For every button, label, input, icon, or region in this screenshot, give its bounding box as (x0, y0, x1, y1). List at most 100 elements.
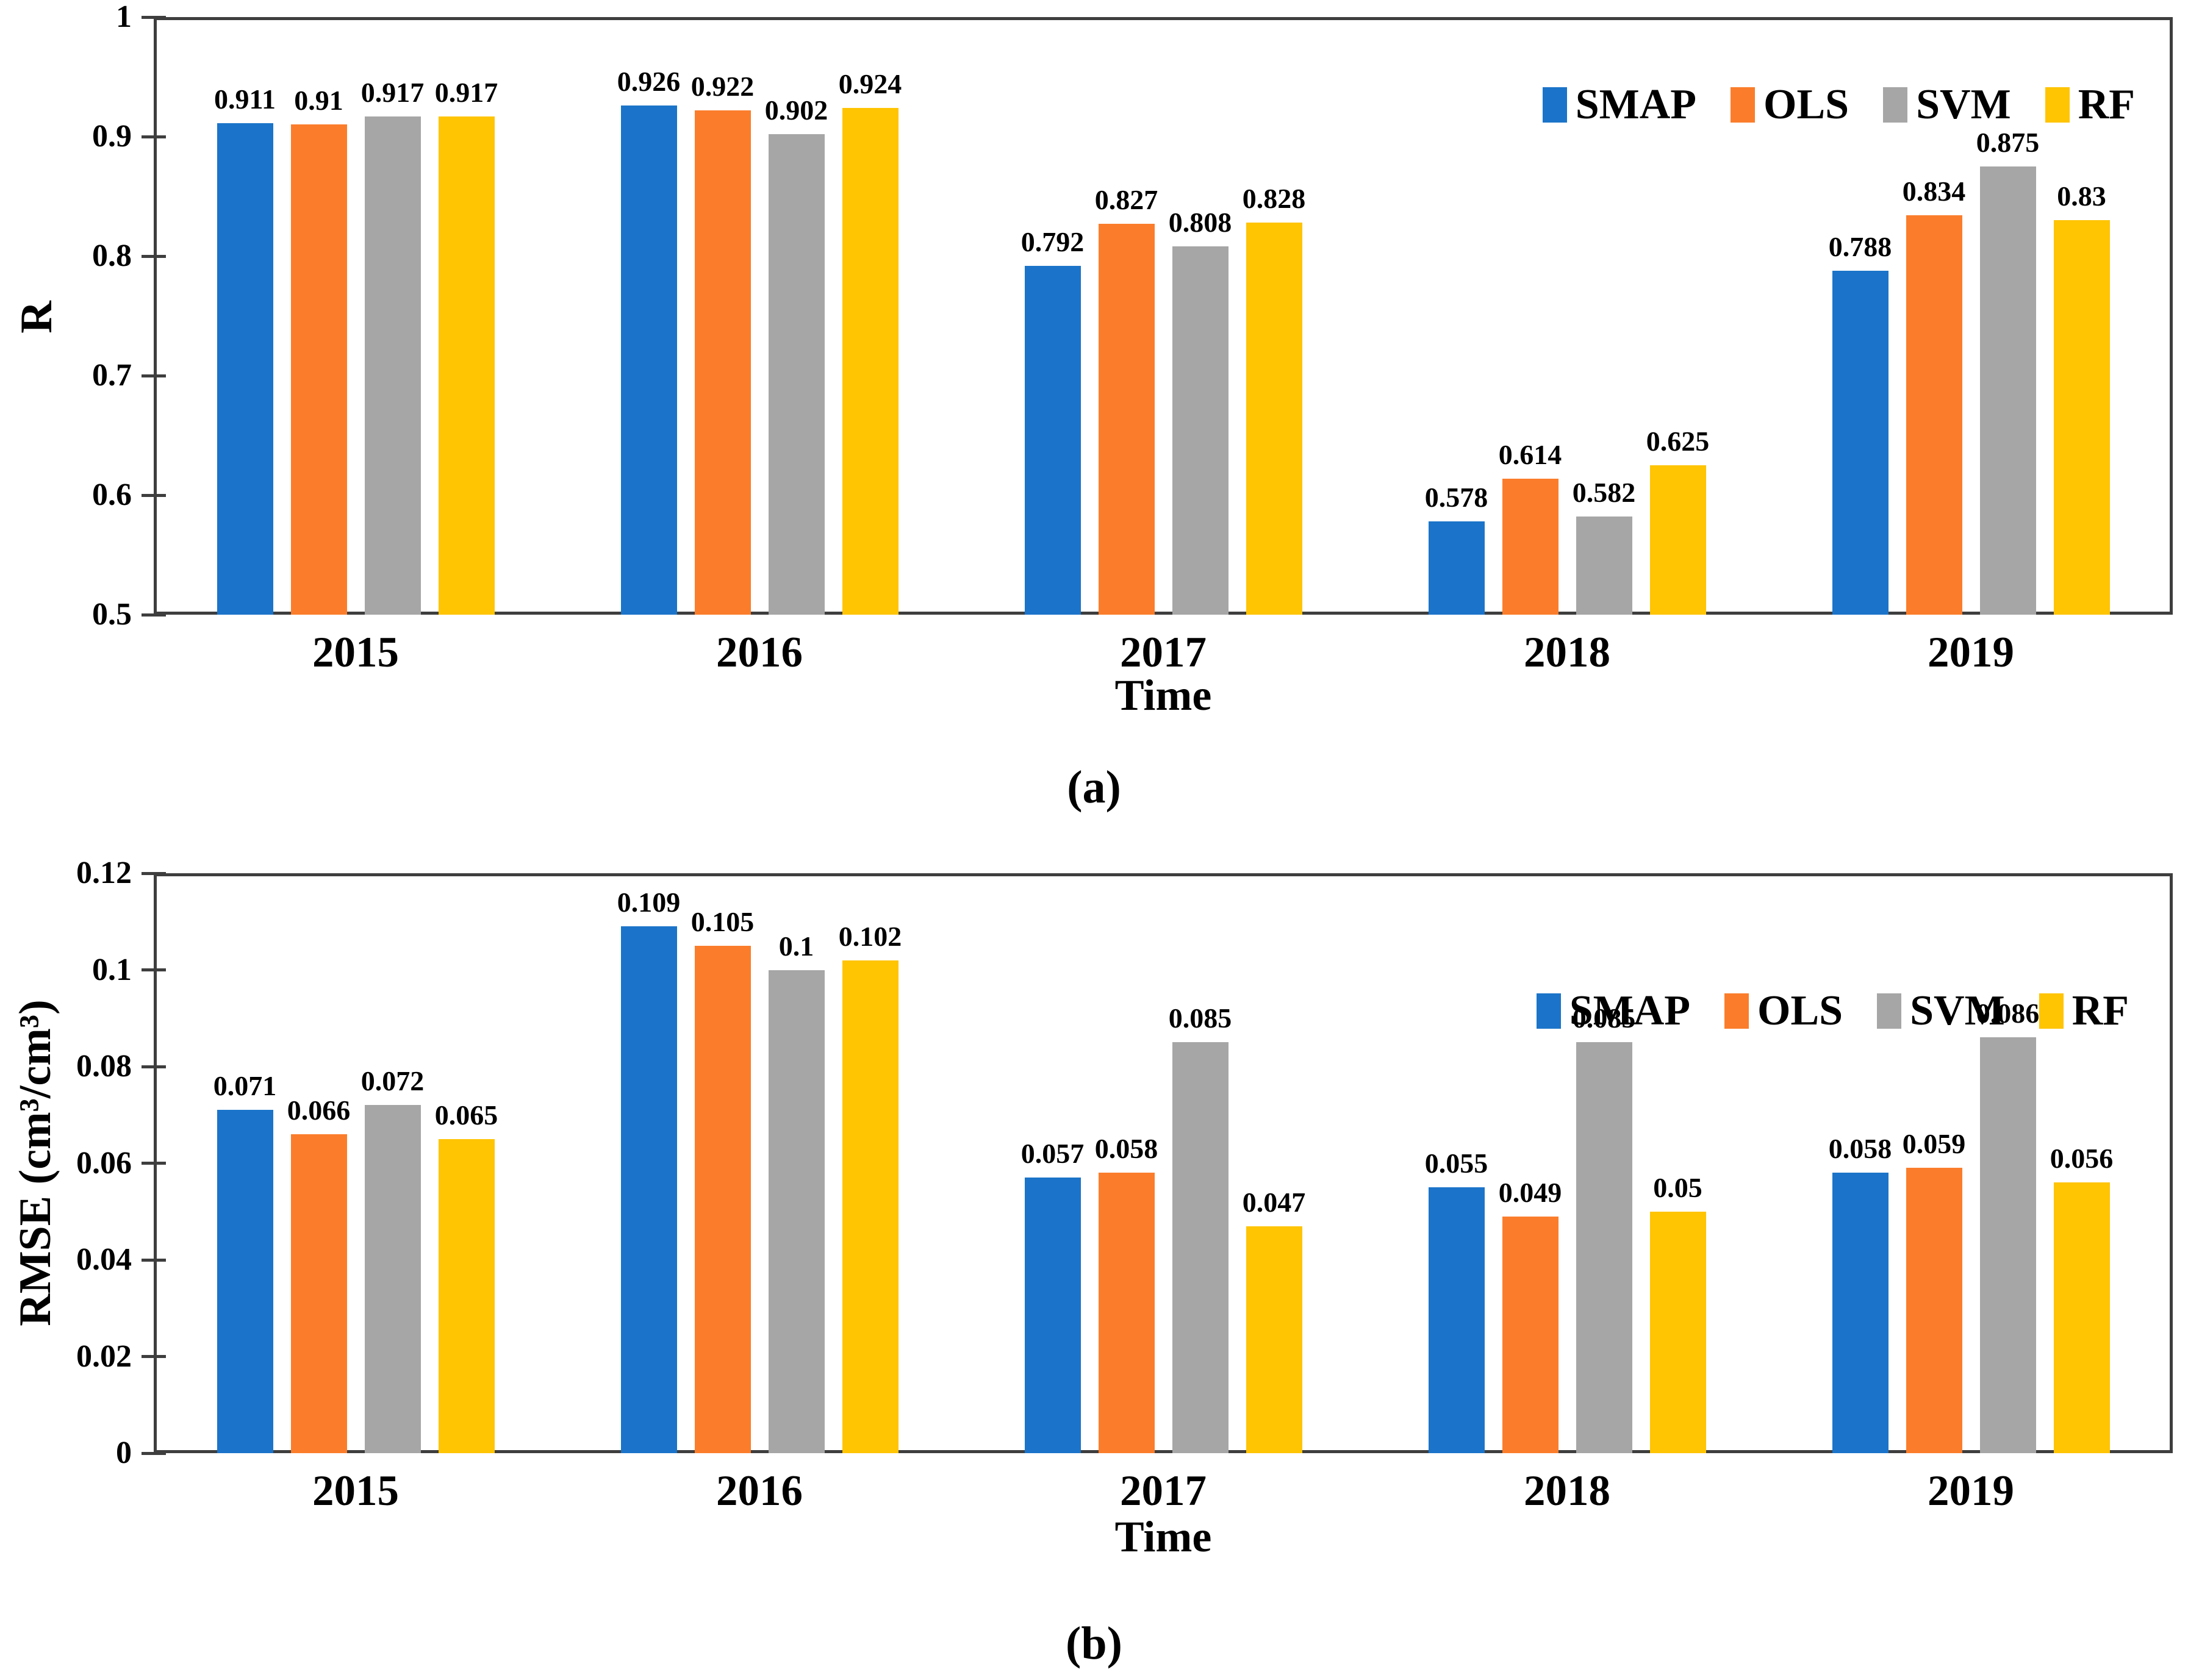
bar-value-label: 0.102 (838, 920, 902, 952)
bar-smap-2018 (1428, 1187, 1485, 1453)
bar-ols-2017 (1098, 224, 1155, 615)
y-tick-mark (142, 1355, 166, 1358)
legend-swatch-rf (2039, 993, 2064, 1029)
y-tick-label: 0.6 (92, 477, 132, 512)
bar-rf-2018 (1649, 1211, 1706, 1453)
y-tick-label: 0.02 (76, 1339, 132, 1374)
legend-label: OLS (1757, 987, 1843, 1034)
x-tick-label: 2016 (716, 1467, 803, 1515)
bar-smap-2016 (620, 105, 677, 615)
bar-value-label: 0.049 (1498, 1176, 1562, 1208)
legend-label: SVM (1910, 987, 2005, 1034)
chart-a-legend: SMAP OLS SVM RF (1542, 80, 2135, 129)
legend-label: SVM (1916, 81, 2011, 128)
legend-item-rf: RF (2039, 987, 2129, 1035)
bar-smap-2017 (1024, 1178, 1081, 1453)
legend-swatch-svm (1883, 87, 1908, 123)
y-tick-label: 0.12 (76, 856, 132, 890)
bar-value-label: 0.828 (1242, 183, 1306, 215)
y-tick-mark (142, 135, 166, 138)
bar-value-label: 0.065 (434, 1099, 498, 1131)
bar-rf-2016 (842, 107, 899, 615)
y-tick-mark (142, 15, 166, 19)
bar-value-label: 0.924 (838, 68, 902, 99)
y-tick-label: 0.04 (76, 1242, 132, 1277)
bar-value-label: 0.911 (214, 84, 276, 115)
x-tick-label: 2019 (1928, 629, 2014, 676)
y-tick-label: 1 (116, 0, 132, 34)
bar-svm-2018 (1576, 1042, 1632, 1453)
bar-rf-2016 (842, 960, 899, 1453)
bar-svm-2015 (364, 116, 421, 615)
bar-smap-2016 (620, 926, 677, 1453)
bar-ols-2018 (1502, 478, 1559, 615)
bar-svm-2016 (768, 134, 825, 615)
y-tick-label: 0.06 (76, 1145, 132, 1181)
bar-svm-2015 (364, 1105, 421, 1453)
bar-value-label: 0.059 (1902, 1128, 1966, 1160)
x-tick-label: 2018 (1524, 1467, 1610, 1515)
chart-b-legend: SMAP OLS SVM RF (1536, 987, 2129, 1035)
bar-value-label: 0.614 (1498, 438, 1562, 470)
legend-item-rf: RF (2045, 80, 2135, 129)
bar-value-label: 0.072 (360, 1065, 425, 1097)
x-tick-label: 2015 (312, 1467, 399, 1515)
bar-svm-2017 (1172, 246, 1229, 615)
legend-label: OLS (1763, 81, 1849, 128)
bar-value-label: 0.085 (1572, 1003, 1636, 1034)
bar-svm-2019 (1979, 166, 2036, 615)
bar-value-label: 0.834 (1902, 176, 1966, 207)
legend-item-svm: SVM (1877, 987, 2005, 1035)
bar-rf-2017 (1246, 1226, 1302, 1453)
bar-smap-2015 (217, 1110, 273, 1453)
legend-label: SMAP (1569, 987, 1691, 1034)
bar-svm-2016 (768, 970, 825, 1453)
bar-value-label: 0.056 (2050, 1143, 2114, 1174)
bar-svm-2018 (1576, 517, 1632, 615)
bar-value-label: 0.788 (1828, 231, 1892, 262)
legend-item-smap: SMAP (1536, 987, 1691, 1035)
chart-a-caption: (a) (1067, 762, 1121, 813)
bar-value-label: 0.066 (287, 1094, 351, 1126)
bar-smap-2018 (1428, 521, 1485, 615)
y-tick-mark (142, 1065, 166, 1068)
legend-item-svm: SVM (1883, 80, 2011, 129)
bar-value-label: 0.086 (1976, 998, 2040, 1029)
chart-a-x-axis-title: Time (1114, 671, 1212, 720)
bar-svm-2017 (1172, 1042, 1229, 1453)
y-tick-label: 0.7 (92, 358, 132, 393)
bar-rf-2015 (438, 1138, 495, 1453)
x-tick-label: 2019 (1928, 1467, 2014, 1515)
bar-ols-2019 (1906, 215, 1962, 615)
bar-ols-2015 (290, 1134, 347, 1453)
legend-label: RF (2071, 987, 2129, 1034)
bar-value-label: 0.625 (1646, 426, 1710, 457)
bar-value-label: 0.875 (1976, 127, 2040, 158)
legend-label: RF (2078, 81, 2135, 128)
x-tick-label: 2017 (1120, 1467, 1207, 1515)
bar-value-label: 0.827 (1094, 184, 1158, 216)
legend-item-ols: OLS (1724, 987, 1843, 1035)
legend-swatch-rf (2045, 87, 2070, 123)
bar-value-label: 0.83 (2057, 181, 2106, 212)
bar-value-label: 0.91 (294, 85, 343, 116)
bar-value-label: 0.917 (360, 76, 425, 108)
bar-rf-2018 (1649, 465, 1706, 615)
y-tick-label: 0.5 (92, 597, 132, 632)
bar-value-label: 0.085 (1168, 1003, 1232, 1034)
legend-swatch-ols (1724, 993, 1749, 1029)
legend-swatch-svm (1877, 993, 1902, 1029)
y-tick-label: 0.08 (76, 1049, 132, 1084)
y-tick-label: 0.9 (92, 119, 132, 154)
y-tick-mark (142, 254, 166, 258)
legend-swatch-ols (1731, 87, 1756, 123)
y-tick-mark (142, 871, 166, 875)
bar-value-label: 0.109 (617, 887, 681, 918)
bar-value-label: 0.926 (617, 66, 681, 98)
legend-swatch-smap (1536, 993, 1561, 1029)
y-tick-mark (142, 374, 166, 377)
bar-value-label: 0.058 (1094, 1133, 1158, 1165)
bar-value-label: 0.922 (690, 70, 755, 102)
bar-value-label: 0.057 (1020, 1138, 1085, 1170)
